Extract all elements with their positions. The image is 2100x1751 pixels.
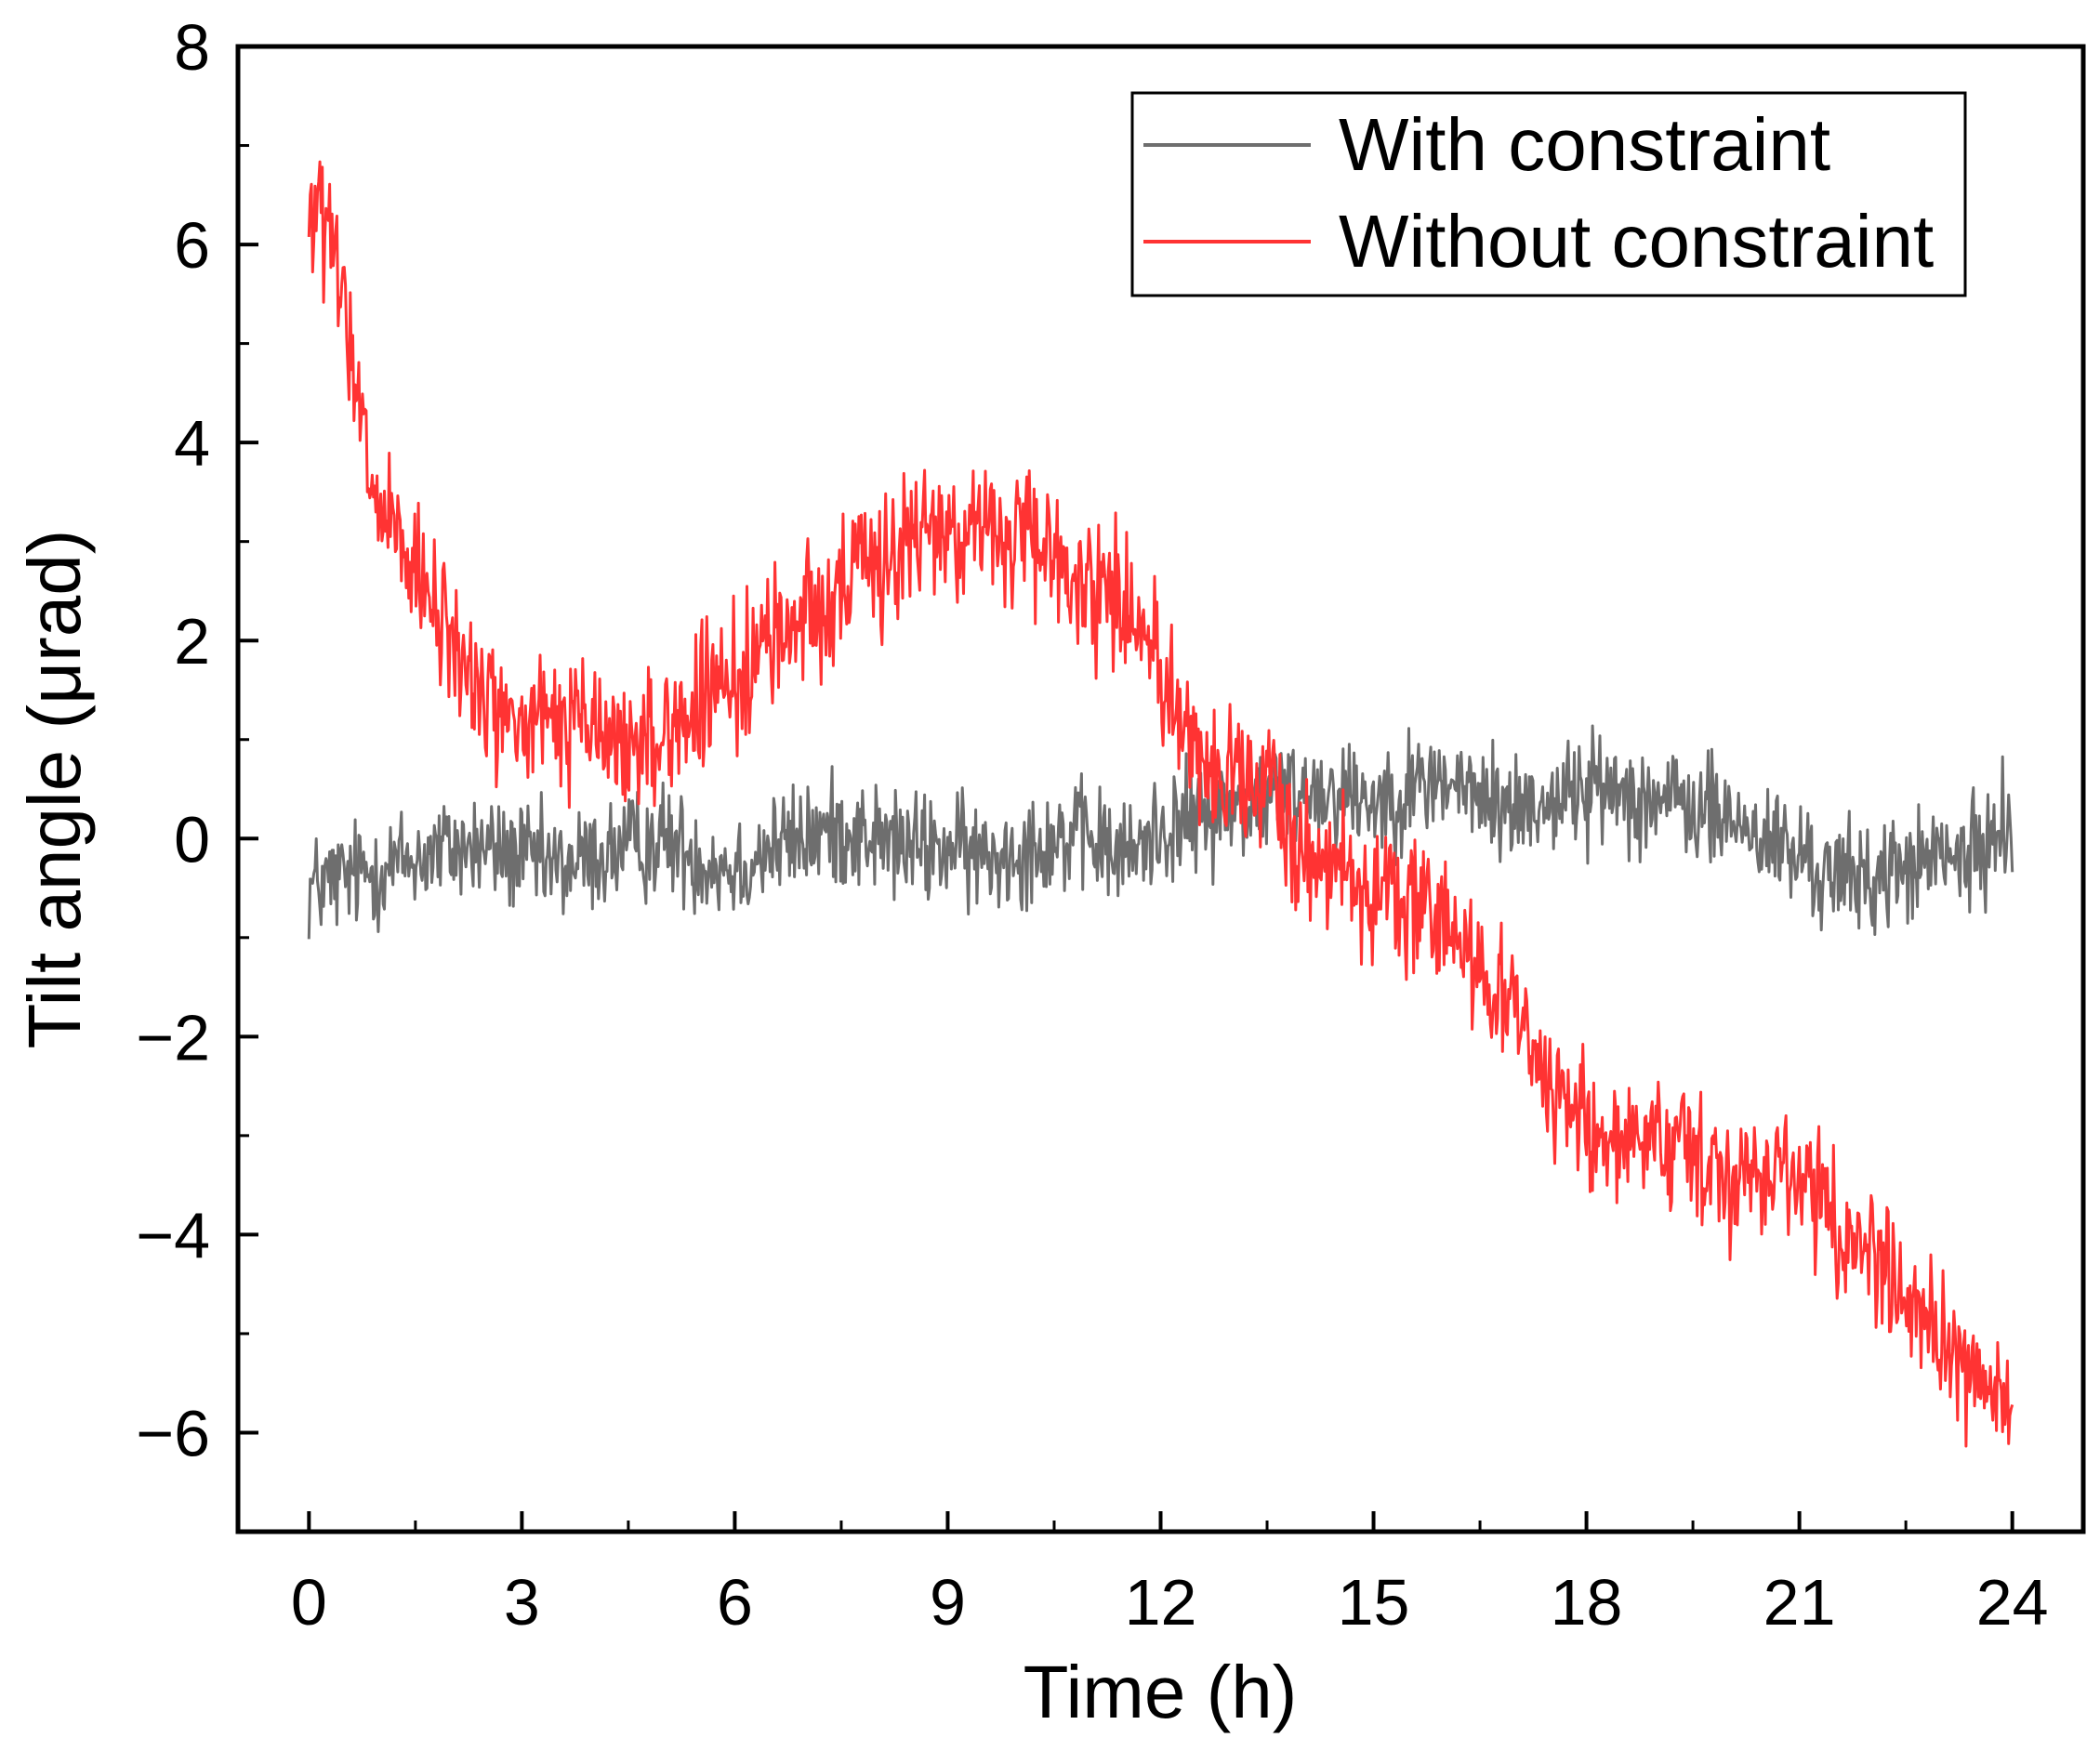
x-tick-label: 6 xyxy=(717,1566,753,1639)
x-tick-label: 15 xyxy=(1338,1566,1410,1639)
y-tick-label: −2 xyxy=(136,1001,210,1073)
x-tick-label: 9 xyxy=(930,1566,966,1639)
y-tick-label: 2 xyxy=(174,605,210,678)
legend-box xyxy=(1130,91,1967,297)
x-tick-label: 24 xyxy=(1976,1566,2049,1639)
tick-layer xyxy=(238,45,2014,1534)
series-layer xyxy=(307,160,2014,1448)
x-tick-label: 12 xyxy=(1125,1566,1197,1639)
y-tick-label: −6 xyxy=(136,1397,210,1469)
x-axis-title: Time (h) xyxy=(1024,1651,1298,1733)
series-line-with-constraint xyxy=(307,724,2014,940)
x-tick-label: 0 xyxy=(291,1566,327,1639)
y-axis-title: Tilt angle (μrad) xyxy=(13,530,96,1049)
y-tick-label: 6 xyxy=(174,209,210,282)
legend-label-without-constraint: Without constraint xyxy=(1339,200,1934,283)
x-tick-label: 21 xyxy=(1763,1566,1836,1639)
legend: With constraint Without constraint xyxy=(1130,91,1967,297)
y-tick-label: 4 xyxy=(174,407,210,480)
x-tick-label: 3 xyxy=(504,1566,540,1639)
y-tick-label: 8 xyxy=(174,11,210,84)
series-line-without-constraint xyxy=(307,160,2014,1448)
y-tick-label: −4 xyxy=(136,1199,210,1271)
legend-label-with-constraint: With constraint xyxy=(1339,103,1830,186)
y-tick-label: 0 xyxy=(174,803,210,876)
x-tick-label: 18 xyxy=(1551,1566,1623,1639)
